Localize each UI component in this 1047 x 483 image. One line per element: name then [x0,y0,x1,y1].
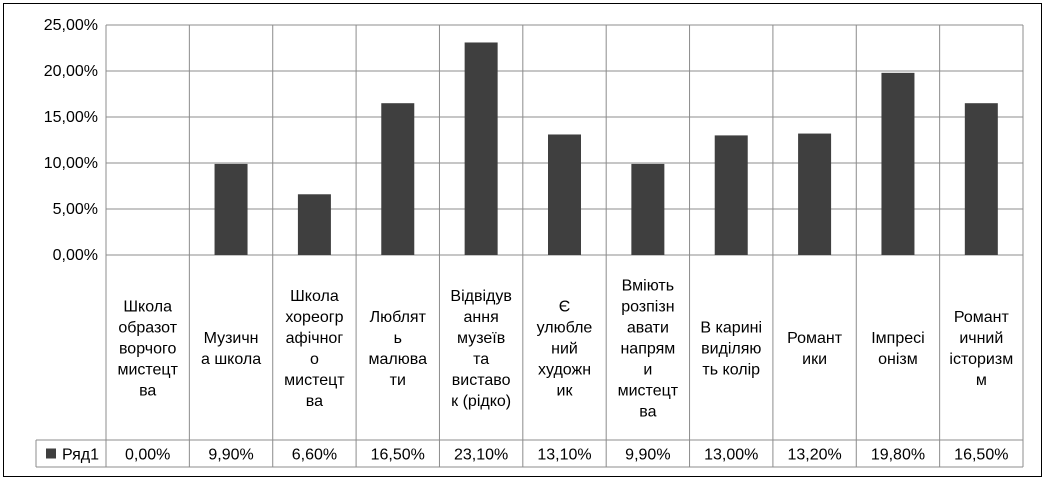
data-table-value: 9,90% [625,447,670,464]
category-label: Люблят ь малюва ти [369,309,428,389]
bar [464,42,498,256]
category-label: Імпресі онізм [871,330,924,368]
category-label: Школа образот ворчого мистецт ва [117,299,178,400]
data-table-value: 16,50% [371,447,425,464]
bar [548,134,581,255]
data-table-value: 9,90% [208,447,253,464]
bar [714,135,748,255]
category-label: Вміють розпізн авати напрям и мистецт ва [618,278,679,421]
category-label: Музичн а школа [201,330,261,368]
category-label: Романт ики [787,330,843,368]
bar [631,163,665,255]
category-label: Відвідув ання музеїв та виставо к (рідко) [450,288,511,410]
data-table-value: 23,10% [454,447,508,464]
data-table-value: 0,00% [125,447,170,464]
bar [798,133,832,255]
y-tick-label: 15,00% [44,109,98,126]
y-tick-label: 20,00% [44,63,98,80]
data-table-value: 19,80% [871,447,925,464]
legend-series-name: Ряд1 [62,447,99,464]
y-tick-label: 25,00% [44,17,98,34]
bar [297,194,331,255]
y-tick-label: 0,00% [53,247,98,264]
category-label: В карині виділяю ть колір [700,320,762,379]
data-table-value: 13,10% [537,447,591,464]
y-tick-label: 5,00% [53,201,98,218]
bar [381,103,415,255]
legend-swatch [46,448,56,459]
category-label: Романт ичний історизм м [949,309,1013,389]
data-table-value: 16,50% [954,447,1008,464]
bar [214,163,248,255]
data-table-value: 13,00% [704,447,758,464]
chart-frame: 0,00% 5,00% 10,00% 15,00% 20,00% 25,00% Школа о… [3,3,1042,477]
bar [881,72,915,255]
bar [964,103,998,255]
data-table-value: 13,20% [787,447,841,464]
data-table-value: 6,60% [292,447,337,464]
category-label: Школа хореогр афічног о мистецт ва [284,288,345,410]
y-tick-label: 10,00% [44,155,98,172]
bar-chart: 0,00% 5,00% 10,00% 15,00% 20,00% 25,00% Школа о… [35,17,1024,468]
